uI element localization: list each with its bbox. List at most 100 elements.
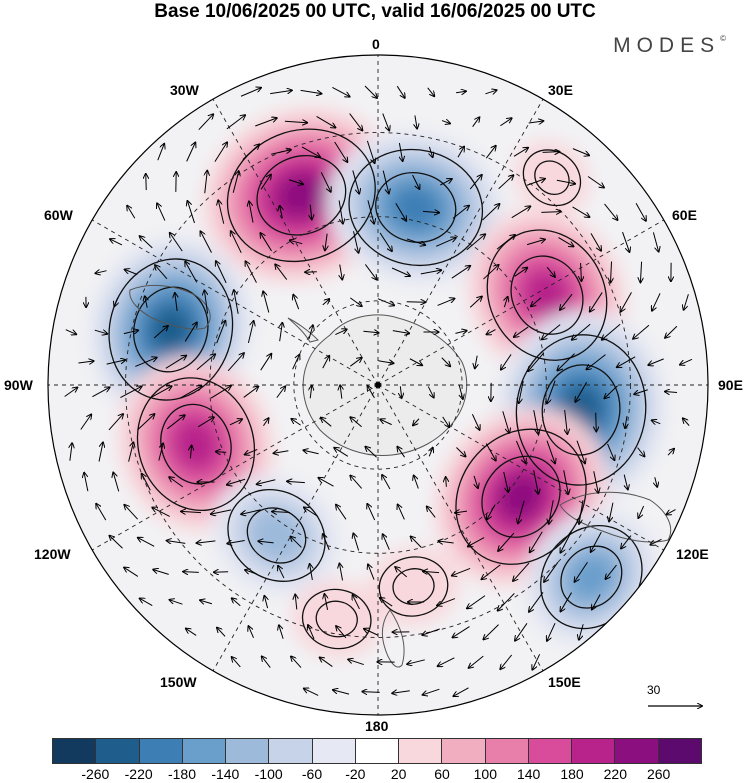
wind-arrow xyxy=(575,382,588,401)
wind-arrow xyxy=(544,561,559,582)
colorbar-swatch xyxy=(485,738,529,764)
wind-arrow xyxy=(293,295,300,310)
wind-arrow xyxy=(452,567,471,575)
wind-arrow xyxy=(157,203,166,221)
wind-arrow xyxy=(257,479,276,485)
polar-map xyxy=(47,54,709,716)
brand-logo: MODES© xyxy=(613,34,726,58)
wind-arrow xyxy=(533,470,539,494)
wind-arrow xyxy=(487,329,496,335)
wind-arrow xyxy=(263,291,270,313)
wind-arrow xyxy=(473,475,478,488)
latitude-circle xyxy=(125,132,631,638)
wind-arrow xyxy=(227,540,245,543)
wind-arrow xyxy=(353,595,360,610)
wind-arrow xyxy=(565,410,568,434)
wind-arrow xyxy=(166,415,184,430)
wind-arrow xyxy=(575,561,588,582)
wind-arrow xyxy=(441,121,450,124)
colorbar-swatch xyxy=(355,738,400,764)
wind-arrow xyxy=(596,412,597,432)
wind-arrow xyxy=(324,594,327,610)
wind-arrow xyxy=(635,202,646,221)
wind-arrow xyxy=(382,113,389,131)
wind-arrow xyxy=(92,387,109,398)
wind-arrow xyxy=(98,442,103,462)
wind-arrow xyxy=(487,504,496,520)
colorbar-swatch xyxy=(442,738,486,764)
wind-arrow xyxy=(514,326,529,337)
anomaly-level xyxy=(247,508,306,563)
wind-arrow xyxy=(558,237,574,247)
wind-arrow xyxy=(123,330,138,333)
wind-arrow xyxy=(338,200,343,223)
wind-arrow xyxy=(350,358,361,367)
wind-arrow xyxy=(340,385,342,399)
height-contour xyxy=(246,507,307,564)
wind-arrow xyxy=(453,626,470,638)
wind-arrow xyxy=(276,386,285,398)
wind-arrow xyxy=(95,271,107,274)
wind-arrow xyxy=(413,418,420,426)
wind-arrow xyxy=(321,418,332,427)
wind-arrow xyxy=(260,175,271,190)
wind-arrow xyxy=(216,321,226,344)
wind-arrow xyxy=(380,419,392,426)
antarctica-outline xyxy=(302,314,468,457)
colorbar-swatch xyxy=(139,738,183,764)
wind-arrow xyxy=(485,90,496,94)
wind-arrow xyxy=(397,447,406,458)
brand-name: MODES xyxy=(613,34,721,57)
wind-arrow xyxy=(304,507,319,518)
wind-arrow xyxy=(274,451,289,453)
wind-arrow xyxy=(437,299,455,306)
wind-arrow xyxy=(353,533,360,551)
wind-arrow xyxy=(124,505,138,520)
wind-arrow xyxy=(249,201,254,223)
wind-arrow xyxy=(382,475,391,490)
wind-arrow xyxy=(350,476,363,489)
wind-arrow xyxy=(167,541,186,544)
wind-arrow xyxy=(625,416,627,428)
colorbar-tick-label: -60 xyxy=(301,766,323,782)
lon-label-120w: 120W xyxy=(34,546,71,562)
wind-arrow xyxy=(350,297,361,306)
colorbar-tick-label: 100 xyxy=(473,766,498,782)
wind-arrow xyxy=(214,572,229,573)
wind-arrow xyxy=(336,626,347,639)
wind-arrow xyxy=(378,361,393,363)
brand-mark: © xyxy=(720,34,726,43)
wind-arrow xyxy=(591,531,602,552)
wind-arrow xyxy=(472,117,480,128)
wind-arrow xyxy=(94,330,107,334)
wind-arrow xyxy=(665,325,678,338)
wind-arrow xyxy=(422,628,440,635)
wind-arrow xyxy=(533,410,538,434)
wind-arrow xyxy=(120,386,141,398)
wind-arrow xyxy=(272,512,290,513)
wind-arrow xyxy=(368,564,375,580)
colorbar-tick-label: 180 xyxy=(560,766,584,782)
wind-arrow xyxy=(382,170,389,194)
wind-arrow xyxy=(610,261,611,283)
wind-arrow xyxy=(500,654,513,669)
wind-arrow xyxy=(140,598,153,606)
wind-arrow xyxy=(542,324,561,340)
wind-arrow xyxy=(304,689,319,696)
wind-arrow xyxy=(200,600,213,604)
wind-arrow xyxy=(308,625,315,640)
height-contour xyxy=(256,154,347,236)
anomaly-level xyxy=(173,418,219,470)
wind-arrow xyxy=(335,329,346,336)
wind-arrow xyxy=(683,418,690,426)
wind-arrow xyxy=(205,171,208,194)
wind-arrow xyxy=(197,417,214,428)
colorbar-tick-label: -220 xyxy=(124,766,153,782)
wind-arrow xyxy=(264,596,267,609)
wind-arrow xyxy=(142,474,151,491)
wind-arrow xyxy=(170,600,183,605)
wind-arrow xyxy=(579,500,584,524)
wind-arrow xyxy=(391,267,410,276)
wind-arrow xyxy=(563,470,569,494)
colorbar-swatch xyxy=(615,738,659,764)
